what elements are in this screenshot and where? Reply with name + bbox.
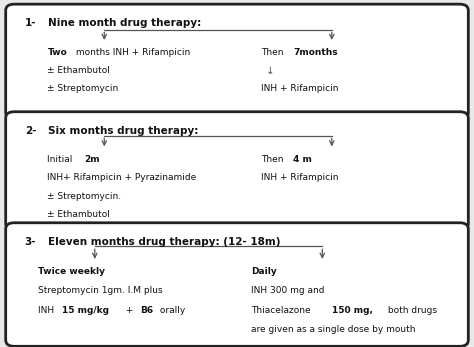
Text: Initial: Initial — [47, 154, 76, 163]
Text: Eleven months drug therapy: (12- 18m): Eleven months drug therapy: (12- 18m) — [48, 237, 281, 247]
Text: 2m: 2m — [84, 154, 100, 163]
Text: Nine month drug therapy:: Nine month drug therapy: — [48, 18, 201, 28]
Text: +: + — [123, 306, 137, 315]
Text: 4 m: 4 m — [293, 154, 312, 163]
Text: 150 mg,: 150 mg, — [332, 306, 373, 315]
FancyBboxPatch shape — [6, 4, 468, 119]
Text: ± Streptomycin: ± Streptomycin — [47, 84, 118, 93]
Text: Two: Two — [47, 48, 67, 57]
Text: orally: orally — [157, 306, 185, 315]
Text: INH: INH — [38, 306, 57, 315]
FancyBboxPatch shape — [6, 223, 468, 346]
Text: Thiacelazone: Thiacelazone — [251, 306, 314, 315]
Text: Streptomycin 1gm. I.M plus: Streptomycin 1gm. I.M plus — [38, 287, 163, 296]
Text: 15 mg/kg: 15 mg/kg — [63, 306, 109, 315]
Text: Six months drug therapy:: Six months drug therapy: — [48, 126, 199, 136]
Text: ± Ethambutol: ± Ethambutol — [47, 210, 110, 219]
Text: 3-: 3- — [25, 237, 36, 247]
Text: INH + Rifampicin: INH + Rifampicin — [261, 84, 338, 93]
Text: Twice weekly: Twice weekly — [38, 267, 105, 276]
Text: 7months: 7months — [293, 48, 338, 57]
Text: INH + Rifampicin: INH + Rifampicin — [261, 173, 338, 182]
Text: 1-: 1- — [25, 18, 36, 28]
Text: ↓: ↓ — [265, 66, 274, 76]
Text: ± Ethambutol: ± Ethambutol — [47, 66, 110, 75]
Text: INH 300 mg and: INH 300 mg and — [251, 287, 325, 296]
Text: Then: Then — [261, 48, 286, 57]
Text: Then: Then — [261, 154, 286, 163]
Text: B6: B6 — [140, 306, 153, 315]
Text: ± Streptomycin.: ± Streptomycin. — [47, 192, 121, 201]
FancyBboxPatch shape — [6, 112, 468, 230]
Text: INH+ Rifampicin + Pyrazinamide: INH+ Rifampicin + Pyrazinamide — [47, 173, 197, 182]
Text: both drugs: both drugs — [384, 306, 437, 315]
Text: Daily: Daily — [251, 267, 277, 276]
Text: 2-: 2- — [25, 126, 36, 136]
Text: months INH + Rifampicin: months INH + Rifampicin — [73, 48, 190, 57]
Text: are given as a single dose by mouth: are given as a single dose by mouth — [251, 325, 416, 335]
